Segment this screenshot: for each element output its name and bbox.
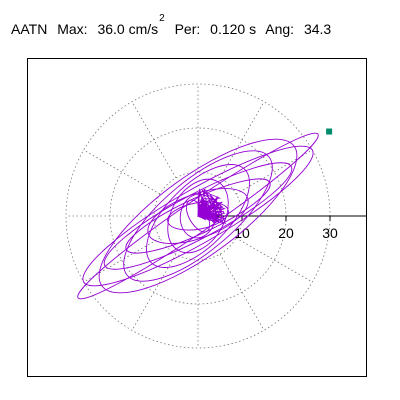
grid-spoke-60 xyxy=(219,101,265,179)
trace-loop-3 xyxy=(98,138,298,294)
trace-loop-1 xyxy=(77,132,319,300)
max-value: 36.0 cm/s2 xyxy=(97,13,164,37)
trace-loop-5 xyxy=(123,150,273,282)
ang-value: 34.3 xyxy=(303,20,332,37)
axis-tick-label-20: 20 xyxy=(278,225,294,241)
trace-loop-10 xyxy=(167,201,229,231)
max-value-number: 36.0 cm/s xyxy=(97,20,159,37)
trace-loop-8 xyxy=(147,188,249,244)
max-unit-exponent: 2 xyxy=(159,13,165,24)
max-label: Max: xyxy=(57,20,88,37)
trace-loop-9 xyxy=(167,178,229,254)
radial-axis: 10 20 30 xyxy=(198,215,366,241)
trace-loop-7 xyxy=(146,164,250,268)
plot-frame xyxy=(27,58,367,377)
axis-tick-label-10: 10 xyxy=(234,225,250,241)
ang-label: Ang: xyxy=(265,20,295,37)
per-value: 0.120 s xyxy=(210,20,257,37)
peak-marker xyxy=(326,128,333,135)
peak-marker-group xyxy=(326,128,333,135)
particle-motion-trace xyxy=(77,132,319,300)
chart-header: AATN Max: 36.0 cm/s2 Per: 0.120 s Ang: 3… xyxy=(11,13,337,37)
grid-spoke-300 xyxy=(219,253,265,331)
per-label: Per: xyxy=(174,20,201,37)
grid-spoke-150 xyxy=(83,149,161,195)
grid-spoke-120 xyxy=(131,101,177,179)
axis-tick-label-30: 30 xyxy=(322,225,338,241)
grid-spoke-240 xyxy=(131,253,177,331)
trace-loop-2 xyxy=(82,145,314,287)
grid-spoke-330 xyxy=(235,237,313,283)
trace-cluster xyxy=(196,188,226,225)
station-code: AATN xyxy=(11,20,48,37)
